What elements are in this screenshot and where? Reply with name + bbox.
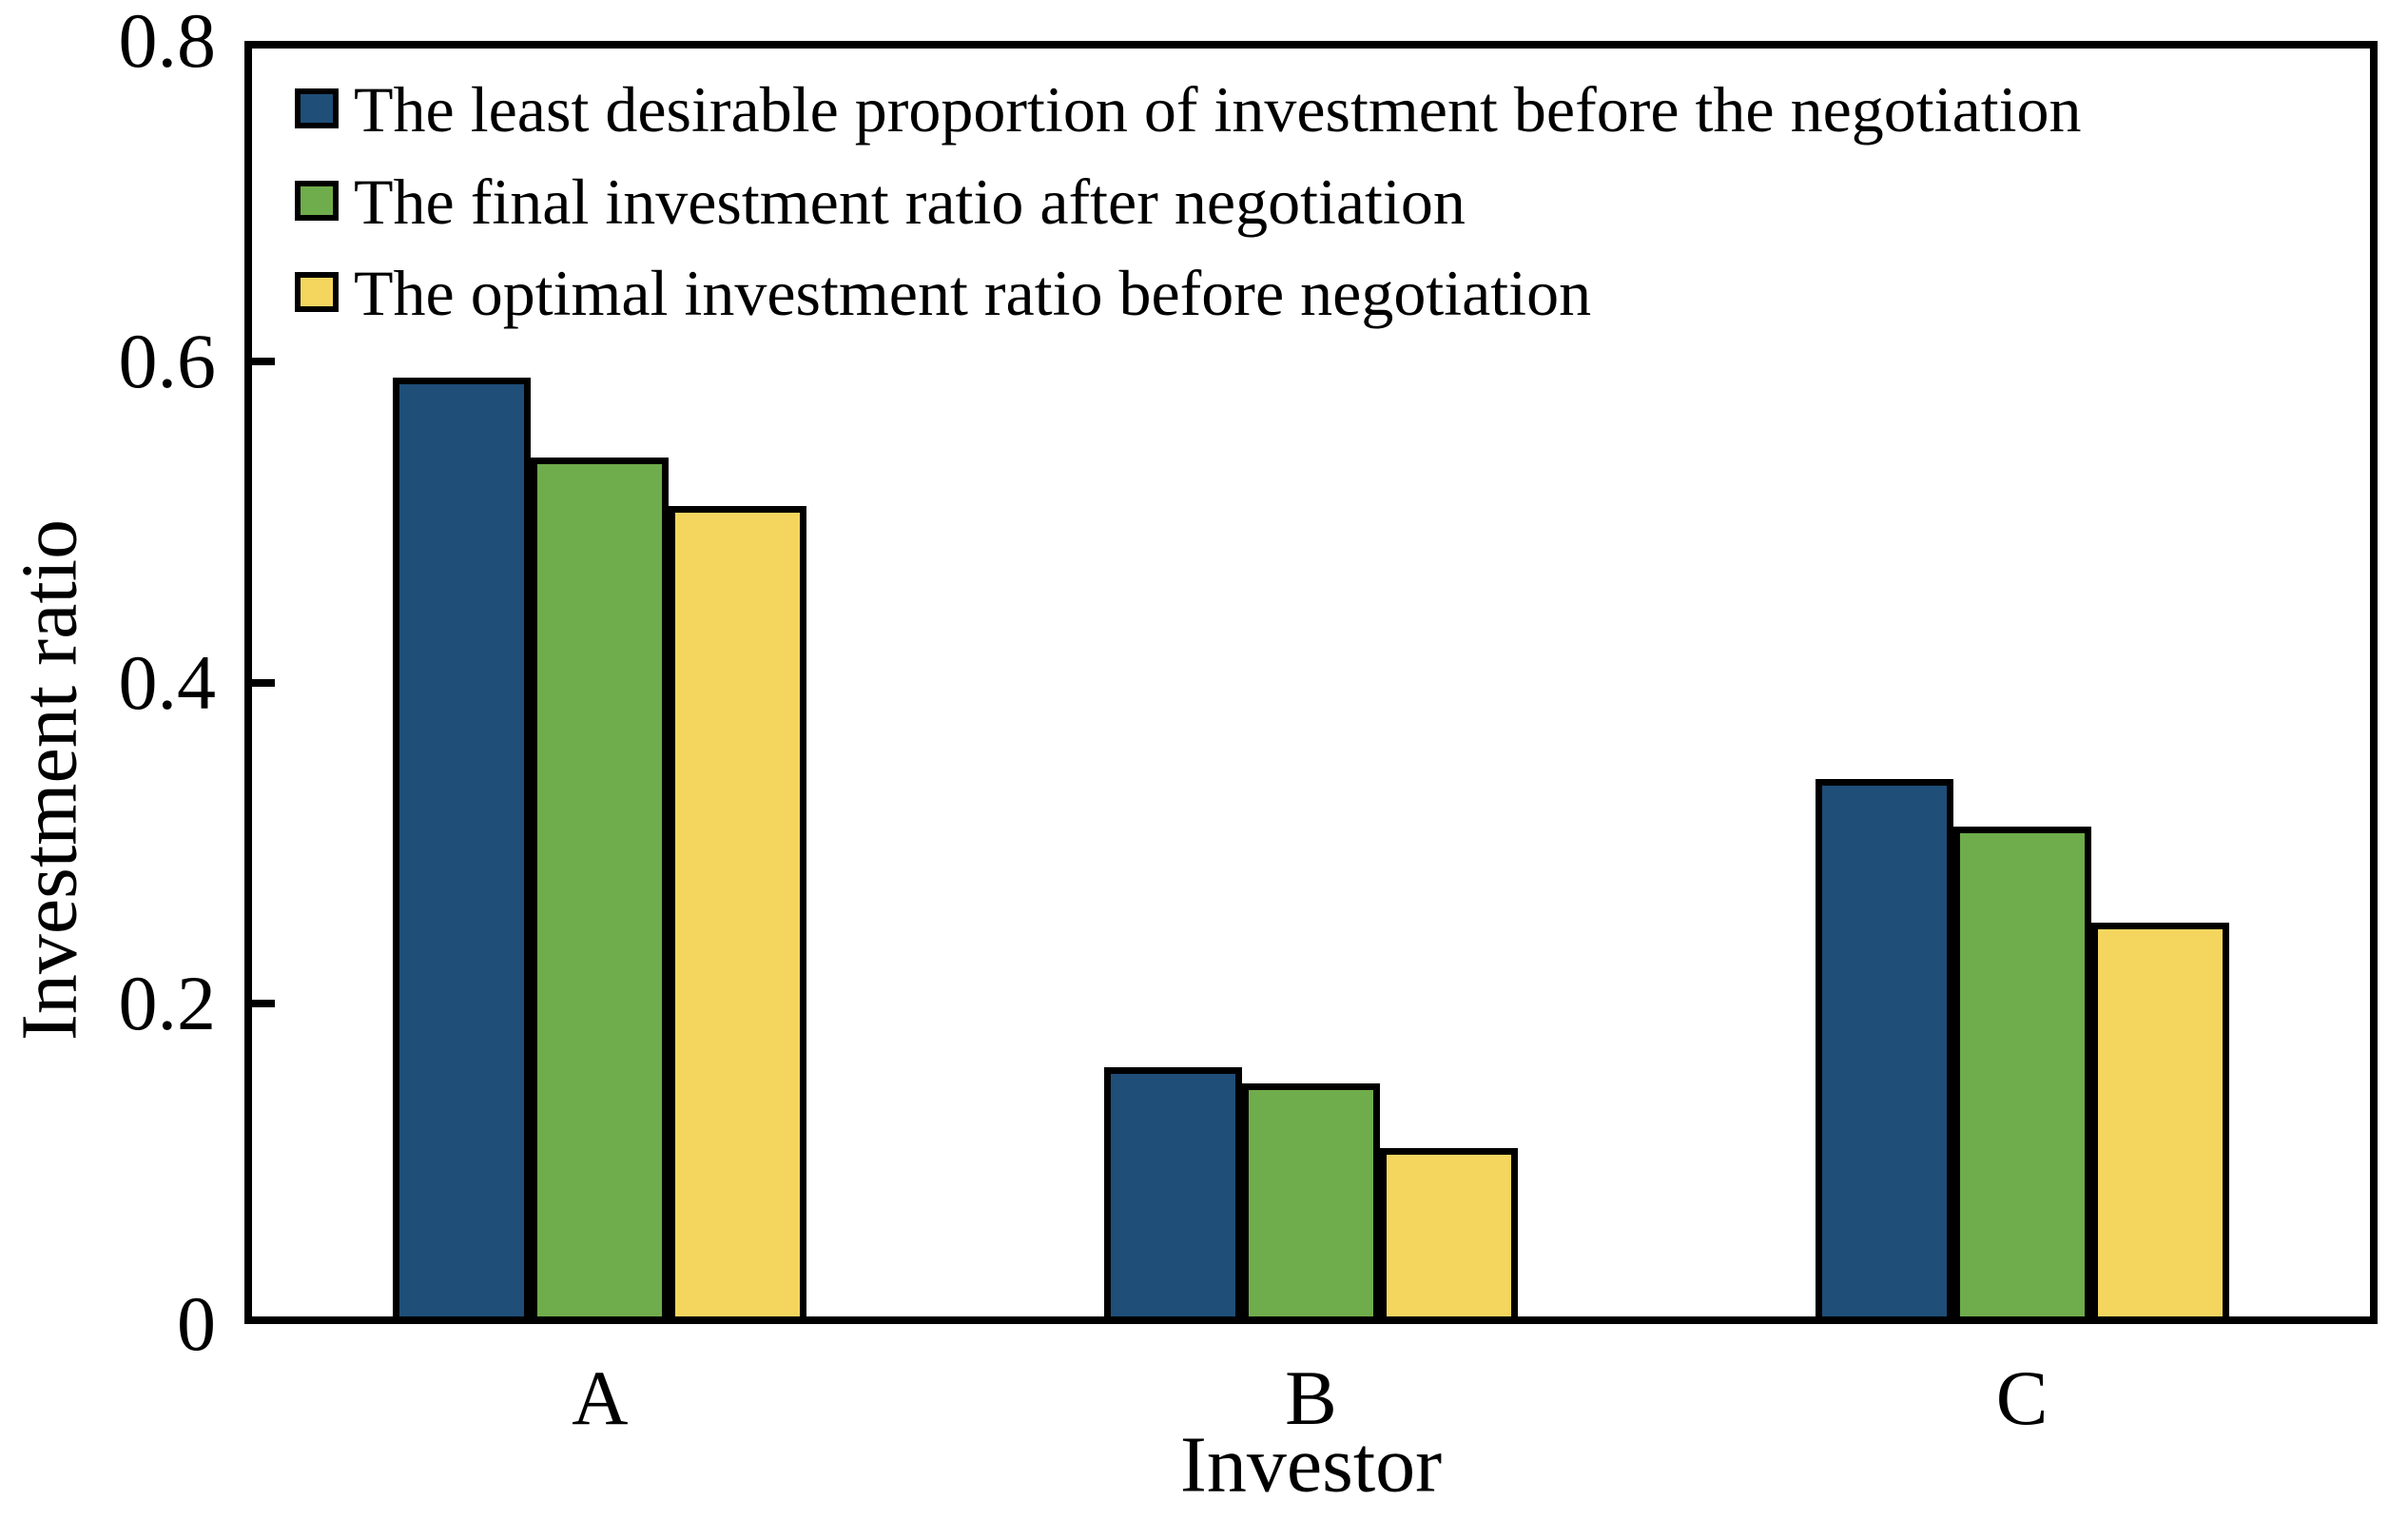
legend-swatch-icon [295, 181, 339, 221]
bar-A-series3 [669, 506, 807, 1324]
legend-label: The final investment ratio after negotia… [354, 165, 1466, 238]
y-tick-label-0.4: 0.4 [118, 638, 217, 726]
x-category-label-A: A [572, 1354, 629, 1441]
bar-C-series3 [2090, 923, 2229, 1324]
bar-C-series2 [1952, 827, 2091, 1324]
bar-C-series1 [1815, 778, 1953, 1324]
legend-swatch-icon [295, 272, 339, 312]
bar-A-series2 [531, 458, 670, 1324]
y-tick-mark-0.4 [244, 678, 275, 687]
legend-label: The least desirable proportion of invest… [354, 72, 2082, 146]
plot-area: The least desirable proportion of invest… [244, 41, 2378, 1324]
y-tick-mark-0.2 [244, 999, 275, 1007]
x-axis-title: Investor [1179, 1420, 1443, 1510]
legend-label: The optimal investment ratio before nego… [354, 256, 1592, 329]
y-axis-title: Investment ratio [5, 518, 94, 1042]
x-category-label-C: C [1995, 1354, 2049, 1441]
legend-swatch-icon [295, 88, 339, 128]
y-tick-label-0: 0 [177, 1280, 216, 1367]
bar-A-series1 [393, 378, 532, 1324]
y-tick-mark-0.6 [244, 358, 275, 366]
y-tick-label-0.8: 0.8 [118, 0, 217, 84]
y-tick-label-0.2: 0.2 [118, 959, 217, 1046]
bar-B-series3 [1380, 1147, 1518, 1324]
bar-B-series1 [1104, 1067, 1242, 1324]
bar-B-series2 [1242, 1083, 1380, 1324]
y-tick-label-0.6: 0.6 [118, 318, 217, 405]
x-category-label-B: B [1285, 1354, 1337, 1441]
